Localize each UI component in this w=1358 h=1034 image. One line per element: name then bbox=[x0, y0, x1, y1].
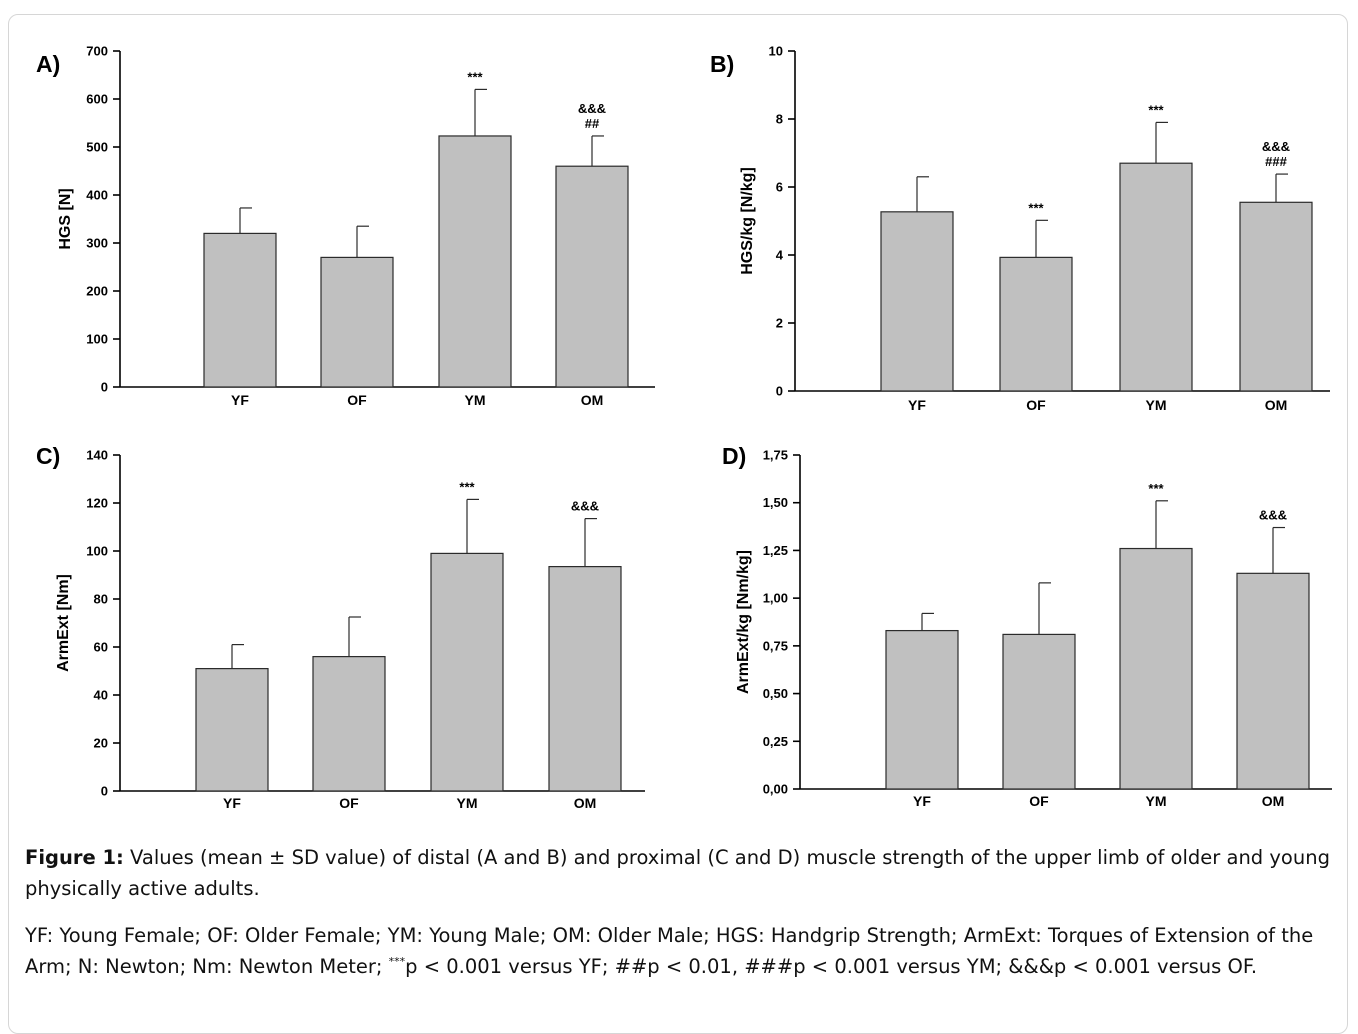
panel-3-category-label: YM bbox=[457, 795, 478, 811]
panel-4-y-tick-label: 1,25 bbox=[763, 543, 788, 558]
note-text-start: YF: Young Female; OF: Older Female; YM: … bbox=[25, 924, 1314, 978]
panel-4-y-tick-label: 1,00 bbox=[763, 591, 788, 606]
panel-1-category-label: YM bbox=[465, 392, 486, 408]
panel-3-category-label: OM bbox=[574, 795, 597, 811]
figure-caption: Figure 1: Values (mean ± SD value) of di… bbox=[25, 842, 1350, 904]
panel-2-category-label: OM bbox=[1265, 397, 1288, 413]
panel-1-category-label: OF bbox=[347, 392, 367, 408]
panel-1-significance-marker: &&& bbox=[578, 101, 606, 116]
panel-2-category-label: YM bbox=[1146, 397, 1167, 413]
panel-4-label: D) bbox=[722, 443, 746, 469]
panel-3-y-tick-label: 0 bbox=[101, 784, 108, 799]
panel-4-category-label: OF bbox=[1029, 793, 1049, 809]
panel-1-category-label: YF bbox=[231, 392, 249, 408]
panel-1-y-tick-label: 400 bbox=[86, 188, 108, 203]
panel-3-y-tick-label: 40 bbox=[94, 688, 108, 703]
panel-4-y-tick-label: 1,75 bbox=[763, 448, 788, 463]
panel-3-significance-marker: &&& bbox=[571, 499, 599, 514]
panel-1-y-tick-label: 0 bbox=[101, 380, 108, 395]
panel-3-category-label: YF bbox=[223, 795, 241, 811]
panel-4-category-label: YF bbox=[913, 793, 931, 809]
panel-3-category-label: OF bbox=[339, 795, 359, 811]
panel-2-bar-of bbox=[999, 256, 1073, 392]
panel-4-y-tick-label: 0,25 bbox=[763, 734, 788, 749]
panel-1-category-label: OM bbox=[581, 392, 604, 408]
note-superscript: *** bbox=[388, 955, 406, 968]
panel-1-y-tick-label: 500 bbox=[86, 140, 108, 155]
panel-3-bar-of bbox=[312, 655, 386, 792]
panel-1-y-axis-title: HGS [N] bbox=[57, 188, 74, 249]
panel-2-significance-marker: ### bbox=[1265, 154, 1287, 169]
caption-label: Figure 1: bbox=[25, 846, 124, 869]
panel-2-y-tick-label: 10 bbox=[769, 44, 783, 59]
panel-2-y-tick-label: 0 bbox=[776, 384, 783, 399]
panel-1-y-tick-label: 100 bbox=[86, 332, 108, 347]
panel-3-bar-yf bbox=[195, 667, 269, 792]
panel-1-y-tick-label: 600 bbox=[86, 92, 108, 107]
panel-1-bar-yf bbox=[203, 232, 277, 388]
panel-2-category-label: OF bbox=[1026, 397, 1046, 413]
panel-4-significance-marker: &&& bbox=[1259, 508, 1287, 523]
panel-3-y-tick-label: 20 bbox=[94, 736, 108, 751]
panel-3-y-axis-title: ArmExt [Nm] bbox=[55, 574, 72, 672]
panel-2-significance-marker: &&& bbox=[1262, 139, 1290, 154]
panel-2-bar-ym bbox=[1119, 162, 1193, 392]
panel-3-y-tick-label: 60 bbox=[94, 640, 108, 655]
panel-2-y-axis-title: HGS/kg [N/kg] bbox=[739, 167, 756, 275]
panel-2-y-tick-label: 8 bbox=[776, 112, 783, 127]
panel-2-significance-marker: *** bbox=[1028, 200, 1044, 215]
panel-1-significance-marker: ## bbox=[585, 116, 600, 131]
caption-text: Values (mean ± SD value) of distal (A an… bbox=[25, 846, 1330, 900]
panel-1-bar-ym bbox=[438, 135, 512, 388]
panel-4-y-tick-label: 0,00 bbox=[763, 782, 788, 797]
panel-4-significance-marker: *** bbox=[1148, 481, 1164, 496]
panel-3-y-tick-label: 100 bbox=[86, 544, 108, 559]
panel-4-y-axis-title: ArmExt/kg [Nm/kg] bbox=[735, 550, 752, 694]
panel-4-bar-ym bbox=[1119, 547, 1193, 790]
panel-2-y-tick-label: 4 bbox=[776, 248, 784, 263]
panel-2-y-tick-label: 2 bbox=[776, 316, 783, 331]
panel-1-bar-of bbox=[320, 256, 394, 388]
panel-1-label: A) bbox=[36, 51, 60, 77]
panel-1-y-tick-label: 700 bbox=[86, 44, 108, 59]
panel-1-y-tick-label: 300 bbox=[86, 236, 108, 251]
panel-2-bar-yf bbox=[880, 211, 954, 392]
panel-4-category-label: OM bbox=[1262, 793, 1285, 809]
panel-2-label: B) bbox=[710, 51, 734, 77]
panel-2-category-label: YF bbox=[908, 397, 926, 413]
panel-3-label: C) bbox=[36, 443, 60, 469]
panel-1-y-tick-label: 200 bbox=[86, 284, 108, 299]
panel-4-category-label: YM bbox=[1146, 793, 1167, 809]
panel-3-y-tick-label: 120 bbox=[86, 496, 108, 511]
panel-4-y-tick-label: 0,50 bbox=[763, 686, 788, 701]
panel-1-bar-om bbox=[555, 165, 629, 388]
figure-note: YF: Young Female; OF: Older Female; YM: … bbox=[25, 920, 1350, 982]
panel-2-significance-marker: *** bbox=[1148, 102, 1164, 117]
panel-4-bar-of bbox=[1002, 633, 1076, 790]
note-text-end: p < 0.001 versus YF; ##p < 0.01, ###p < … bbox=[405, 955, 1258, 978]
panel-2-y-tick-label: 6 bbox=[776, 180, 783, 195]
panel-3-y-tick-label: 140 bbox=[86, 448, 108, 463]
panel-3-bar-ym bbox=[430, 552, 504, 792]
panel-4-y-tick-label: 1,50 bbox=[763, 495, 788, 510]
panel-3-bar-om bbox=[548, 565, 622, 792]
panel-4-bar-om bbox=[1236, 572, 1310, 790]
panel-1-significance-marker: *** bbox=[467, 69, 483, 84]
panel-4-y-tick-label: 0,75 bbox=[763, 638, 788, 653]
panel-4-bar-yf bbox=[885, 629, 959, 790]
panel-3-significance-marker: *** bbox=[459, 479, 475, 494]
panel-3-y-tick-label: 80 bbox=[94, 592, 108, 607]
panel-2-bar-om bbox=[1239, 201, 1313, 392]
